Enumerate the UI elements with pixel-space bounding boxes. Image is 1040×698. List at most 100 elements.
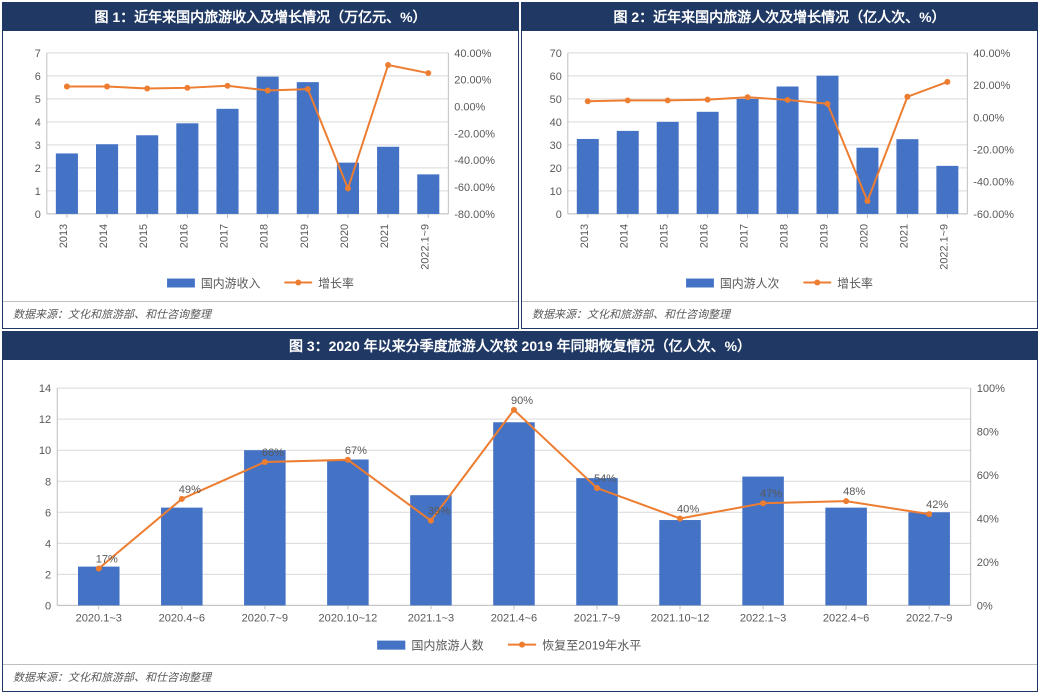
panel-chart1: 图 1：近年来国内旅游收入及增长情况（万亿元、%） 0 1 2 3 4 5 6 7 -80.00… <box>2 2 519 329</box>
svg-text:2017: 2017 <box>219 224 231 248</box>
svg-text:40%: 40% <box>677 504 699 516</box>
chart3-plot: 024681012140%20%40%60%80%100%17%49%66%67… <box>3 360 1037 664</box>
svg-text:2022.1~9: 2022.1~9 <box>419 224 431 270</box>
svg-text:国内游人次: 国内游人次 <box>720 276 780 290</box>
svg-text:-80.00%: -80.00% <box>454 209 495 221</box>
svg-text:增长率: 增长率 <box>837 276 873 290</box>
svg-text:国内游收入: 国内游收入 <box>201 276 261 290</box>
svg-text:7: 7 <box>35 48 41 60</box>
svg-text:60%: 60% <box>977 470 999 482</box>
svg-text:2021.10~12: 2021.10~12 <box>651 613 710 625</box>
svg-text:50: 50 <box>550 94 562 106</box>
svg-text:2021.4~6: 2021.4~6 <box>491 613 537 625</box>
svg-text:20: 20 <box>550 163 562 175</box>
svg-text:54%: 54% <box>594 473 616 485</box>
chart2-title: 图 2：近年来国内旅游人次及增长情况（亿人次、%） <box>522 3 1037 31</box>
chart1-source: 数据来源：文化和旅游部、和仕咨询整理 <box>3 301 518 328</box>
svg-text:2: 2 <box>35 163 41 175</box>
svg-text:10: 10 <box>39 446 51 458</box>
svg-text:2022.4~6: 2022.4~6 <box>823 613 869 625</box>
svg-text:0: 0 <box>35 209 41 221</box>
svg-text:40.00%: 40.00% <box>973 48 1010 60</box>
panel-chart2: 图 2：近年来国内旅游人次及增长情况（亿人次、%） 0 10 20 30 40 50 60 7… <box>521 2 1038 329</box>
svg-text:-60.00%: -60.00% <box>454 182 495 194</box>
svg-text:47%: 47% <box>760 489 782 501</box>
svg-text:4: 4 <box>35 117 41 129</box>
chart3-title: 图 3：2020 年以来分季度旅游人次较 2019 年同期恢复情况（亿人次、%） <box>3 332 1037 360</box>
svg-text:1: 1 <box>35 186 41 198</box>
chart1-plot: 0 1 2 3 4 5 6 7 -80.00% -60.00% -40.00% -20.00% 0.00… <box>3 31 518 301</box>
svg-text:6: 6 <box>35 71 41 83</box>
svg-text:2020.7~9: 2020.7~9 <box>242 613 288 625</box>
svg-text:2019: 2019 <box>819 224 831 248</box>
svg-text:2015: 2015 <box>138 224 150 248</box>
svg-text:30: 30 <box>550 140 562 152</box>
svg-text:42%: 42% <box>926 500 948 512</box>
svg-text:10: 10 <box>550 186 562 198</box>
chart1-title: 图 1：近年来国内旅游收入及增长情况（万亿元、%） <box>3 3 518 31</box>
svg-text:2022.1~3: 2022.1~3 <box>740 613 786 625</box>
svg-text:2020: 2020 <box>339 224 351 248</box>
svg-text:2022.7~9: 2022.7~9 <box>906 613 952 625</box>
svg-text:2021: 2021 <box>379 224 391 248</box>
svg-text:2013: 2013 <box>579 224 591 248</box>
svg-text:0: 0 <box>45 601 51 613</box>
panel-chart3: 图 3：2020 年以来分季度旅游人次较 2019 年同期恢复情况（亿人次、%）… <box>2 331 1038 692</box>
svg-text:恢复至2019年水平: 恢复至2019年水平 <box>542 639 641 653</box>
svg-text:2013: 2013 <box>58 224 70 248</box>
svg-text:4: 4 <box>45 539 51 551</box>
svg-text:8: 8 <box>45 477 51 489</box>
svg-text:2021: 2021 <box>898 224 910 248</box>
svg-text:70: 70 <box>550 48 562 60</box>
svg-text:3: 3 <box>35 140 41 152</box>
svg-text:2021.7~9: 2021.7~9 <box>574 613 620 625</box>
svg-text:2020: 2020 <box>858 224 870 248</box>
svg-text:49%: 49% <box>179 484 201 496</box>
svg-text:80%: 80% <box>977 427 999 439</box>
svg-text:0.00%: 0.00% <box>973 112 1004 124</box>
svg-text:40.00%: 40.00% <box>454 48 491 60</box>
svg-text:2021.1~3: 2021.1~3 <box>408 613 454 625</box>
svg-text:2014: 2014 <box>98 224 110 248</box>
svg-text:20.00%: 20.00% <box>454 75 491 87</box>
svg-text:2: 2 <box>45 570 51 582</box>
svg-text:5: 5 <box>35 94 41 106</box>
svg-text:2015: 2015 <box>659 224 671 248</box>
svg-text:0.00%: 0.00% <box>454 102 485 114</box>
svg-text:6: 6 <box>45 508 51 520</box>
svg-text:-40.00%: -40.00% <box>454 155 495 167</box>
svg-text:90%: 90% <box>511 395 533 407</box>
svg-text:40%: 40% <box>977 514 999 526</box>
svg-text:2022.1~9: 2022.1~9 <box>938 224 950 270</box>
svg-text:2016: 2016 <box>699 224 711 248</box>
svg-text:-20.00%: -20.00% <box>454 128 495 140</box>
svg-text:100%: 100% <box>977 384 1005 396</box>
svg-text:2014: 2014 <box>619 224 631 248</box>
chart-grid: 图 1：近年来国内旅游收入及增长情况（万亿元、%） 01234567-80.00… <box>0 0 1040 694</box>
svg-text:-40.00%: -40.00% <box>973 177 1014 189</box>
svg-text:14: 14 <box>39 384 51 396</box>
svg-text:48%: 48% <box>843 486 865 498</box>
svg-text:40: 40 <box>550 117 562 129</box>
svg-text:66%: 66% <box>262 447 284 459</box>
svg-text:39%: 39% <box>428 506 450 518</box>
chart2-plot: 0 10 20 30 40 50 60 70 -60.00% -40.00% -20.00% 0.00… <box>522 31 1037 301</box>
svg-text:-20.00%: -20.00% <box>973 145 1014 157</box>
svg-text:12: 12 <box>39 415 51 427</box>
svg-text:0: 0 <box>556 209 562 221</box>
svg-text:2020.4~6: 2020.4~6 <box>159 613 205 625</box>
svg-text:20%: 20% <box>977 557 999 569</box>
svg-text:2017: 2017 <box>739 224 751 248</box>
svg-text:2016: 2016 <box>178 224 190 248</box>
chart2-source: 数据来源：文化和旅游部、和仕咨询整理 <box>522 301 1037 328</box>
svg-text:2020.10~12: 2020.10~12 <box>319 613 378 625</box>
svg-text:2018: 2018 <box>779 224 791 248</box>
svg-text:67%: 67% <box>345 445 367 457</box>
svg-text:国内旅游人数: 国内旅游人数 <box>411 638 483 653</box>
svg-text:60: 60 <box>550 71 562 83</box>
svg-text:20.00%: 20.00% <box>973 80 1010 92</box>
svg-text:2018: 2018 <box>259 224 271 248</box>
chart3-source: 数据来源：文化和旅游部、和仕咨询整理 <box>3 664 1037 691</box>
svg-text:增长率: 增长率 <box>318 276 354 290</box>
svg-text:-60.00%: -60.00% <box>973 209 1014 221</box>
